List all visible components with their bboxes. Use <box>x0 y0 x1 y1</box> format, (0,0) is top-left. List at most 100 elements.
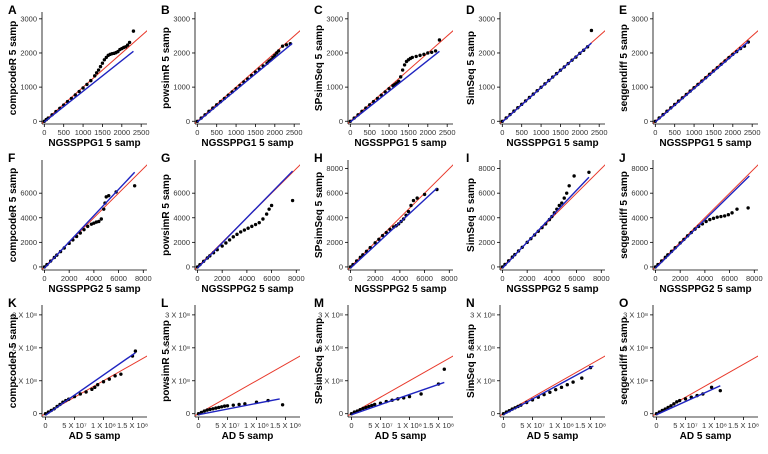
data-point <box>587 170 591 174</box>
x-axis-label: AD 5 samp <box>527 431 579 442</box>
y-tick-label: 0 <box>33 117 37 126</box>
x-tick-label: 5 X 10⁷ <box>673 421 698 430</box>
data-point <box>81 86 85 90</box>
data-point <box>411 198 416 203</box>
x-tick-label: 500 <box>57 128 70 137</box>
x-tick-label: 8000 <box>135 274 152 283</box>
panel-i: I SimSeq 5 samp 0 2000 4000 6000 8000 0 2000 4000… <box>466 151 610 295</box>
fit-line <box>45 352 136 416</box>
x-tick-label: 1500 <box>247 128 264 137</box>
data-point <box>380 233 385 238</box>
y-axis-label: SPsimSeq 5 samp <box>314 318 325 404</box>
y-tick-label: 0 <box>186 117 190 126</box>
y-tick-label: 0 <box>644 262 648 271</box>
y-tick-label: 8000 <box>326 164 343 173</box>
x-tick-label: 4000 <box>697 274 714 283</box>
x-tick-label: 6000 <box>721 274 738 283</box>
y-axis-label: powsimR 5 samp <box>161 174 172 256</box>
data-point <box>101 380 106 384</box>
y-tick-label: 1000 <box>326 83 343 92</box>
x-tick-label: 500 <box>515 128 528 137</box>
data-point <box>562 196 566 200</box>
x-tick-label: 1500 <box>400 128 417 137</box>
x-tick-label: 1000 <box>75 128 92 137</box>
x-tick-label: 1000 <box>381 128 398 137</box>
data-point <box>97 219 101 224</box>
y-tick-label: 2000 <box>478 48 495 57</box>
data-point <box>735 207 739 211</box>
x-axis-label: NGSSPPG2 5 samp <box>506 284 598 295</box>
y-tick-label: 3 X 10⁸ <box>623 310 648 319</box>
identity-line <box>653 355 758 417</box>
data-point <box>565 191 569 195</box>
data-point <box>202 409 206 413</box>
y-tick-label: 3 X 10⁸ <box>12 310 37 319</box>
data-point <box>557 203 561 208</box>
y-tick-label: 0 <box>186 262 190 271</box>
x-tick-label: 2500 <box>439 128 456 137</box>
data-point <box>414 54 418 59</box>
data-point <box>280 403 285 407</box>
data-point <box>113 374 117 378</box>
x-tick-label: 2000 <box>419 128 436 137</box>
data-point <box>95 383 100 387</box>
data-point <box>253 222 258 227</box>
x-tick-label: 2000 <box>214 274 231 283</box>
data-point <box>98 64 103 69</box>
data-point <box>372 402 377 407</box>
x-tick-label: 8000 <box>288 274 305 283</box>
data-point <box>269 203 274 208</box>
y-axis-label: seqgendiff 5 samp <box>619 317 630 405</box>
identity-line <box>195 355 300 417</box>
x-tick-label: 1 X 10⁸ <box>702 421 727 430</box>
data-point <box>398 75 403 79</box>
y-tick-label: 2000 <box>173 48 190 57</box>
data-point <box>746 206 750 210</box>
x-tick-label: 4000 <box>239 274 256 283</box>
fit-line <box>196 42 293 123</box>
x-tick-label: 2000 <box>672 274 689 283</box>
x-tick-label: 0 <box>348 128 352 137</box>
data-point <box>231 235 235 239</box>
data-point <box>264 212 269 216</box>
x-tick-label: 2000 <box>113 128 130 137</box>
panel-letter: A <box>8 3 17 17</box>
data-point <box>409 203 413 208</box>
data-point <box>211 407 215 411</box>
data-point <box>246 226 250 230</box>
y-tick-label: 4000 <box>173 213 190 222</box>
y-tick-label: 4000 <box>478 213 495 222</box>
x-tick-label: 1000 <box>533 128 550 137</box>
data-point <box>222 404 227 408</box>
panel-letter: O <box>619 296 628 310</box>
data-point <box>107 377 111 381</box>
y-tick-label: 2 X 10⁸ <box>12 343 37 352</box>
x-tick-label: 1.5 X 10⁸ <box>117 421 148 430</box>
y-tick-label: 2000 <box>631 48 648 57</box>
y-tick-label: 1 X 10⁸ <box>318 376 343 385</box>
data-point <box>402 63 407 67</box>
x-tick-label: 6000 <box>263 274 280 283</box>
x-tick-label: 6000 <box>110 274 127 283</box>
x-tick-label: 1000 <box>686 128 703 137</box>
data-point <box>422 192 427 197</box>
fit-line <box>198 398 280 416</box>
fit-line <box>503 365 594 416</box>
y-tick-label: 3 X 10⁸ <box>165 310 190 319</box>
data-point <box>284 43 289 47</box>
y-tick-label: 3000 <box>326 14 343 23</box>
data-point <box>224 241 228 245</box>
x-axis-label: NGSSPPG2 5 samp <box>659 284 751 295</box>
data-point <box>377 237 381 241</box>
x-tick-label: 2000 <box>367 274 384 283</box>
data-point <box>214 406 218 410</box>
fit-line <box>501 42 592 123</box>
y-axis-label: SimSeq 5 samp <box>466 31 477 105</box>
y-tick-label: 6000 <box>478 189 495 198</box>
data-point <box>419 392 423 396</box>
